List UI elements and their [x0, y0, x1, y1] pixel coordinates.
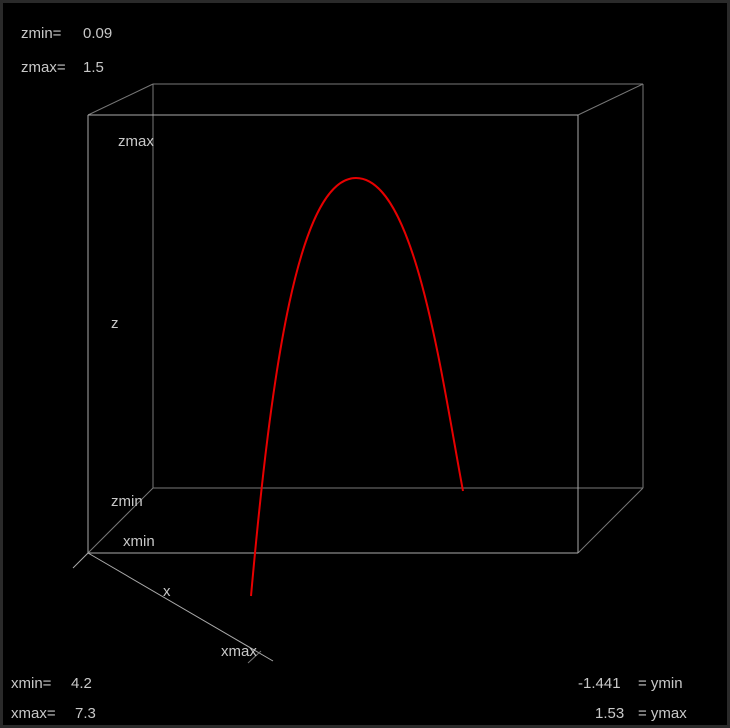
- zmin-label: zmin=: [21, 25, 61, 42]
- axis-x: x: [163, 583, 171, 600]
- ymax-label: = ymax: [638, 705, 687, 722]
- curve-path: [251, 178, 463, 596]
- axis-z: z: [111, 315, 119, 332]
- axis-zmax: zmax: [118, 133, 154, 150]
- zmax-label: zmax=: [21, 59, 66, 76]
- ymin-label: = ymin: [638, 675, 683, 692]
- xmin-value: 4.2: [71, 675, 92, 692]
- zmin-value: 0.09: [83, 25, 112, 42]
- ymax-value: 1.53: [595, 705, 624, 722]
- axis-xmin: xmin: [123, 533, 155, 550]
- ymin-value: -1.441: [578, 675, 621, 692]
- xmax-value: 7.3: [75, 705, 96, 722]
- scene-svg: [3, 3, 727, 725]
- xmax-label: xmax=: [11, 705, 56, 722]
- plot-viewport: zmin= 0.09 zmax= 1.5 xmin= 4.2 xmax= 7.3…: [3, 3, 727, 725]
- axis-xmax: xmax: [221, 643, 257, 660]
- cube-wireframe: [88, 84, 643, 553]
- axis-zmin: zmin: [111, 493, 143, 510]
- xmin-label: xmin=: [11, 675, 51, 692]
- zmax-value: 1.5: [83, 59, 104, 76]
